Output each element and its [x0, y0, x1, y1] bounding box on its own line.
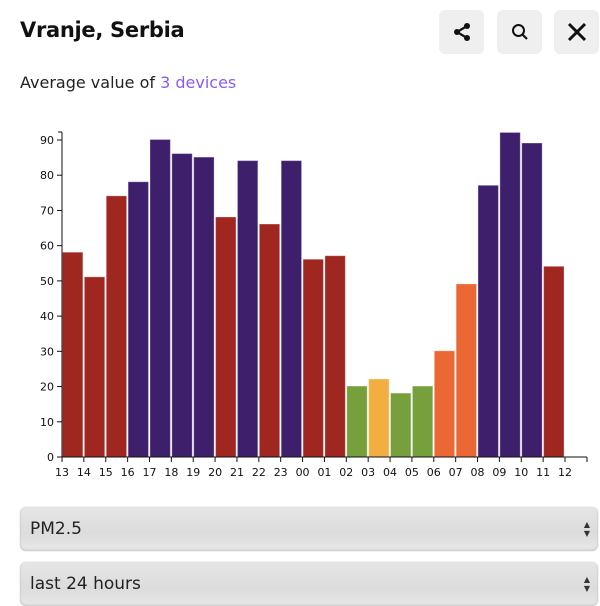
x-tick-label: 20	[208, 466, 222, 479]
x-tick-label: 10	[514, 466, 528, 479]
bar-23	[281, 160, 302, 458]
y-tick-label: 20	[40, 381, 54, 394]
select-arrows-icon: ▲ ▼	[583, 575, 590, 593]
pollutant-select[interactable]: PM2.5 ▲ ▼	[20, 507, 598, 551]
bar-04	[390, 393, 411, 458]
bar-09	[499, 132, 521, 458]
y-tick-label: 30	[40, 345, 54, 358]
y-tick-label: 90	[40, 134, 54, 147]
x-tick-label: 16	[121, 466, 135, 479]
bar-06	[434, 350, 455, 458]
x-tick-label: 15	[99, 466, 113, 479]
y-tick-label: 10	[40, 416, 54, 429]
bar-18	[171, 153, 193, 458]
x-tick-label: 11	[536, 466, 550, 479]
share-icon	[453, 23, 470, 41]
bar-13	[62, 252, 83, 458]
bar-10	[521, 143, 543, 458]
search-icon	[511, 24, 528, 40]
bar-08	[478, 185, 499, 458]
bar-21	[237, 160, 258, 458]
bar-19	[193, 157, 215, 458]
bar-16	[128, 181, 149, 458]
period-select[interactable]: last 24 hours ▲ ▼	[20, 562, 598, 606]
location-title: Vranje, Serbia	[20, 18, 185, 42]
x-tick-label: 03	[361, 466, 375, 479]
bar-00	[303, 259, 324, 458]
bar-02	[346, 386, 368, 458]
y-tick-label: 70	[40, 204, 54, 217]
select-arrows-icon: ▲ ▼	[583, 520, 590, 538]
close-button[interactable]	[554, 10, 599, 54]
close-icon	[567, 22, 586, 42]
x-tick-label: 05	[405, 466, 419, 479]
x-tick-label: 01	[317, 466, 331, 479]
share-button[interactable]	[439, 10, 484, 54]
bar-22	[259, 224, 280, 458]
bar-01	[324, 255, 346, 458]
y-tick-label: 50	[40, 275, 54, 288]
y-tick-label: 0	[47, 451, 54, 464]
y-tick-label: 60	[40, 240, 54, 253]
search-button[interactable]	[497, 10, 542, 54]
x-tick-label: 23	[274, 466, 288, 479]
y-tick-label: 40	[40, 310, 54, 323]
x-tick-label: 22	[252, 466, 266, 479]
bar-11	[543, 266, 565, 458]
x-tick-label: 09	[492, 466, 506, 479]
x-tick-label: 04	[383, 466, 397, 479]
x-tick-label: 00	[296, 466, 310, 479]
pollutant-value: PM2.5	[30, 519, 82, 539]
x-tick-label: 13	[55, 466, 69, 479]
x-tick-label: 06	[427, 466, 441, 479]
bar-14	[84, 276, 105, 458]
x-tick-label: 14	[77, 466, 91, 479]
bar-20	[215, 216, 236, 458]
devices-link[interactable]: 3 devices	[160, 73, 237, 92]
bar-05	[412, 386, 433, 458]
x-tick-label: 08	[471, 466, 485, 479]
x-tick-label: 12	[558, 466, 572, 479]
period-value: last 24 hours	[30, 574, 141, 594]
bar-07	[456, 283, 477, 458]
x-tick-label: 21	[230, 466, 244, 479]
bar-03	[368, 379, 390, 458]
y-tick-label: 80	[40, 169, 54, 182]
x-tick-label: 17	[142, 466, 156, 479]
bar-15	[106, 195, 127, 458]
subtitle-prefix: Average value of	[20, 73, 161, 92]
x-tick-label: 07	[449, 466, 463, 479]
x-tick-label: 02	[339, 466, 353, 479]
x-tick-label: 19	[186, 466, 200, 479]
x-tick-label: 18	[164, 466, 178, 479]
bar-17	[149, 139, 171, 458]
subtitle: Average value of 3 devices	[20, 73, 236, 92]
